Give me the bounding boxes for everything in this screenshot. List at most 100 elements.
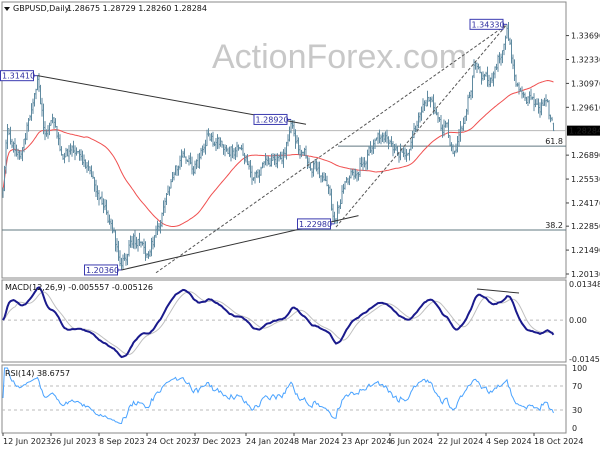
- price-bar: [405, 149, 408, 162]
- price-bar: [368, 145, 370, 156]
- rsi-tick-label: 0: [572, 424, 577, 433]
- price-bar: [125, 253, 127, 266]
- price-bar: [212, 131, 214, 147]
- price-bar: [453, 150, 456, 157]
- price-bar: [365, 160, 367, 171]
- price-bar: [17, 148, 19, 160]
- price-bar: [23, 138, 25, 153]
- price-bar: [201, 145, 204, 156]
- price-bar: [93, 176, 96, 192]
- ohlc-readout: 1.28675 1.28729 1.28260 1.28284: [67, 4, 207, 13]
- price-bar: [21, 147, 24, 162]
- price-bar: [450, 142, 453, 152]
- price-bar: [242, 143, 244, 156]
- price-bar: [137, 238, 139, 252]
- price-bar: [117, 240, 120, 261]
- price-bar: [461, 125, 463, 132]
- price-bar: [285, 141, 288, 160]
- x-tick-label: 12 Jun 2023: [3, 437, 51, 446]
- price-bar: [341, 185, 343, 205]
- price-bar: [279, 151, 282, 160]
- price-bar: [134, 230, 136, 250]
- price-bar: [377, 132, 379, 145]
- price-bar: [408, 148, 411, 161]
- price-bar: [230, 146, 232, 162]
- rsi-tick-label: 70: [572, 382, 582, 391]
- price-bar: [347, 177, 349, 185]
- price-bar: [509, 37, 511, 46]
- price-bar: [135, 236, 138, 249]
- price-bar: [36, 75, 39, 91]
- price-bar: [165, 193, 168, 206]
- price-bar: [350, 168, 352, 179]
- collapse-triangle-icon[interactable]: [4, 7, 10, 11]
- price-bar: [552, 122, 555, 132]
- price-bar: [510, 39, 513, 64]
- price-bar: [269, 157, 271, 167]
- price-bar: [459, 121, 462, 142]
- price-bar: [497, 54, 499, 72]
- price-bar: [275, 153, 277, 168]
- price-bar: [305, 145, 307, 159]
- price-bar: [164, 197, 166, 214]
- price-bar: [425, 99, 427, 107]
- price-bar: [252, 177, 255, 181]
- price-bar: [356, 170, 358, 182]
- price-bar: [516, 82, 519, 87]
- price-bar: [504, 35, 507, 50]
- price-bar: [375, 137, 378, 141]
- price-bar: [332, 203, 334, 223]
- price-bar: [65, 147, 67, 158]
- price-bar: [240, 144, 243, 151]
- dashed-trendline: [335, 24, 508, 228]
- price-bar: [477, 63, 480, 70]
- price-bar: [447, 119, 450, 138]
- price-bar: [362, 157, 364, 171]
- price-bar: [357, 171, 360, 181]
- price-bar: [471, 75, 474, 99]
- macd-divergence-trendline: [476, 288, 520, 294]
- price-bar: [24, 132, 27, 145]
- price-bar: [243, 152, 246, 165]
- price-bar: [521, 86, 523, 99]
- price-bar: [284, 147, 286, 158]
- price-bar: [69, 143, 72, 155]
- price-bar: [281, 151, 283, 165]
- price-bar: [392, 141, 394, 157]
- swing-label: 1.31410: [2, 72, 35, 81]
- price-bar: [533, 93, 535, 112]
- price-bar: [344, 180, 346, 190]
- price-bar: [72, 140, 75, 153]
- price-bar: [548, 100, 550, 120]
- price-bar: [59, 134, 61, 152]
- price-bar: [29, 114, 31, 121]
- price-bar: [152, 236, 154, 250]
- price-bar: [156, 220, 159, 235]
- swing-label-box: [0, 70, 34, 82]
- price-bar: [66, 148, 69, 157]
- price-bar: [498, 52, 501, 64]
- price-bar: [45, 129, 48, 137]
- price-bar: [549, 114, 552, 123]
- price-bar: [501, 49, 504, 64]
- price-bar: [50, 120, 52, 126]
- price-bar: [239, 146, 241, 150]
- price-bar: [233, 148, 235, 160]
- price-bar: [479, 66, 481, 74]
- price-bar: [204, 139, 207, 155]
- price-bar: [254, 171, 256, 184]
- y-tick-label: 1.33690: [571, 32, 600, 41]
- price-bar: [218, 136, 220, 149]
- price-bar: [207, 128, 210, 137]
- price-bar: [372, 139, 375, 154]
- price-bar: [68, 145, 70, 163]
- price-bar: [339, 199, 342, 210]
- price-bar: [438, 116, 441, 122]
- rsi-label: RSI(14) 38.6757: [5, 369, 70, 378]
- y-tick-label: 1.20130: [571, 270, 600, 279]
- price-bar: [78, 149, 81, 161]
- swing-label: 1.34330: [472, 20, 505, 29]
- price-bar: [255, 170, 258, 178]
- price-bar: [323, 172, 325, 182]
